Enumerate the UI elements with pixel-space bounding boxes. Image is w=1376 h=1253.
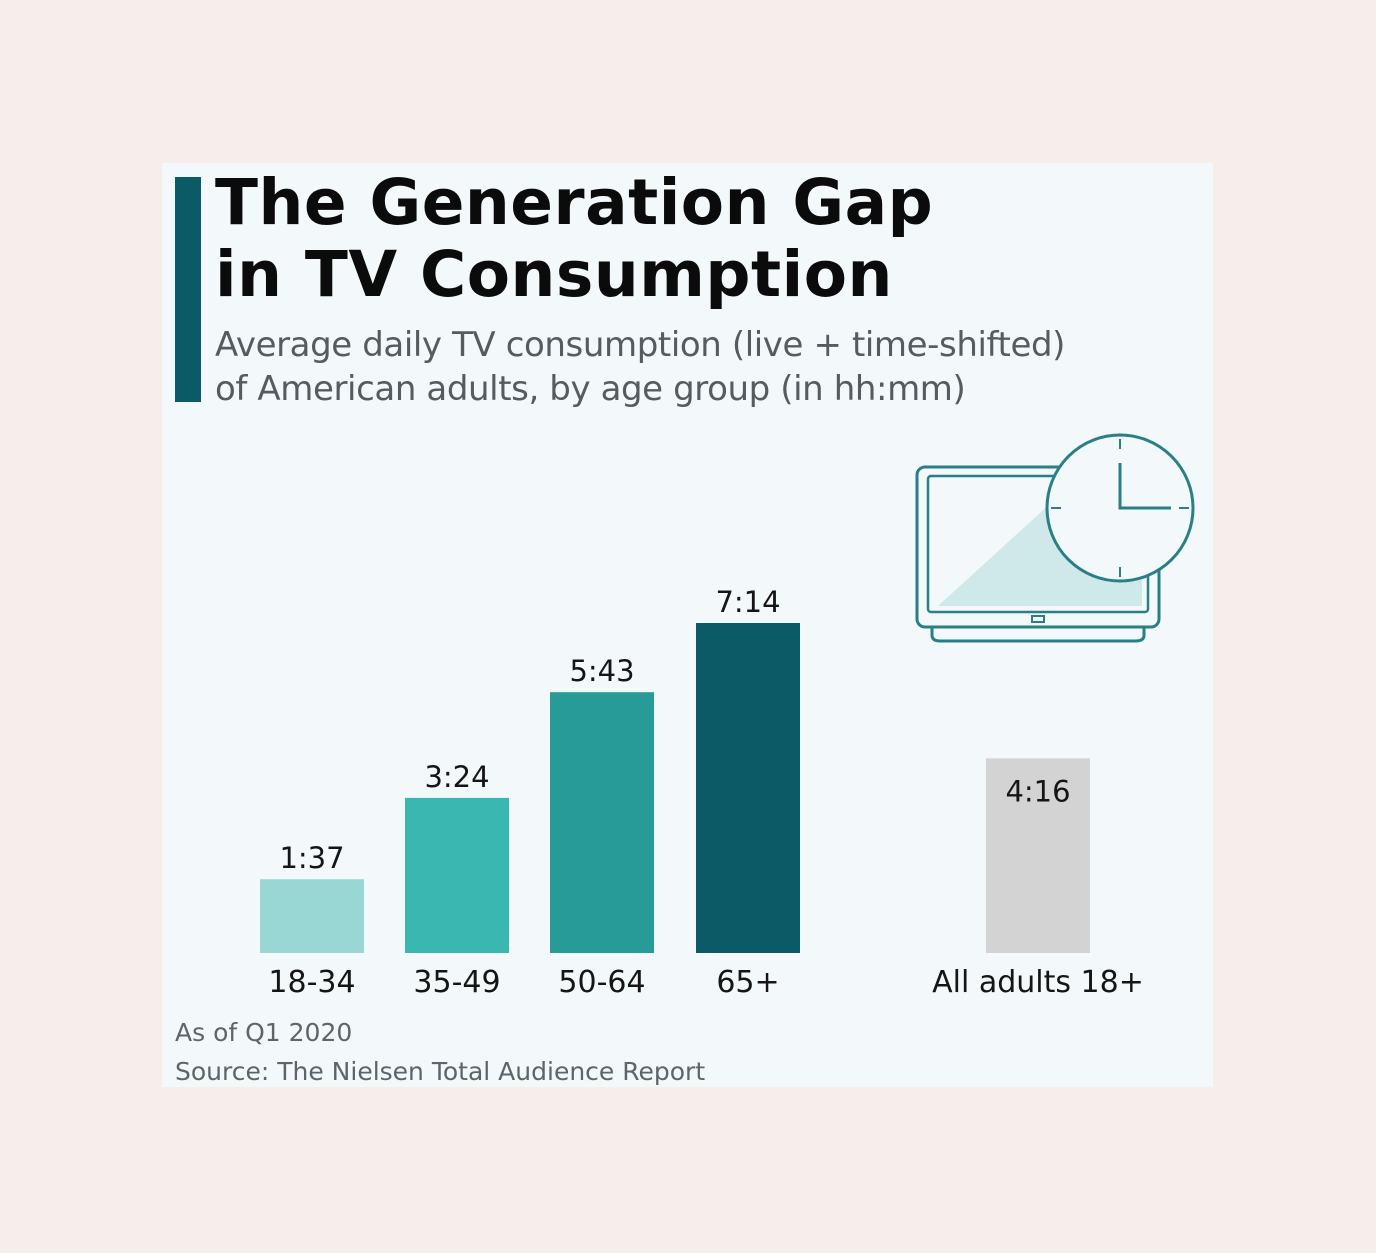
value-label-all-adults-18: 4:16 bbox=[1005, 774, 1070, 808]
footnote: As of Q1 2020 Source: The Nielsen Total … bbox=[175, 1013, 705, 1091]
category-label-65: 65+ bbox=[716, 965, 779, 1000]
chart-subtitle-line-2: of American adults, by age group (in hh:… bbox=[215, 369, 966, 409]
category-label-50-64: 50-64 bbox=[558, 965, 645, 1000]
chart-subtitle: Average daily TV consumption (live + tim… bbox=[215, 323, 1175, 411]
bar-50-64 bbox=[550, 692, 654, 953]
infographic-card: The Generation Gap in TV Consumption Ave… bbox=[162, 163, 1213, 1087]
bar-35-49 bbox=[405, 797, 509, 953]
value-label-65: 7:14 bbox=[715, 585, 780, 619]
title-accent-bar bbox=[175, 177, 201, 402]
bar-all-adults-18 bbox=[986, 758, 1090, 953]
bar-18-34 bbox=[260, 879, 364, 953]
bar-65 bbox=[696, 623, 800, 953]
chart-title-line-1: The Generation Gap bbox=[215, 166, 934, 239]
category-label-18-34: 18-34 bbox=[268, 965, 355, 1000]
value-label-35-49: 3:24 bbox=[424, 760, 489, 794]
bar-chart: 1:37 18-34 3:24 35-49 5:43 50-64 7:14 65+ 4:16 Al… bbox=[260, 433, 1195, 1000]
category-label-35-49: 35-49 bbox=[413, 965, 500, 1000]
chart-subtitle-line-1: Average daily TV consumption (live + tim… bbox=[215, 325, 1066, 365]
tv-with-clock-icon bbox=[915, 433, 1195, 643]
category-label-all-adults-18: All adults 18+ bbox=[932, 965, 1144, 1000]
value-label-50-64: 5:43 bbox=[569, 654, 634, 688]
chart-title: The Generation Gap in TV Consumption bbox=[215, 167, 1115, 311]
as-of-note: As of Q1 2020 bbox=[175, 1018, 353, 1047]
chart-title-line-2: in TV Consumption bbox=[215, 238, 893, 311]
value-label-18-34: 1:37 bbox=[279, 841, 344, 875]
source-note: Source: The Nielsen Total Audience Repor… bbox=[175, 1057, 706, 1086]
